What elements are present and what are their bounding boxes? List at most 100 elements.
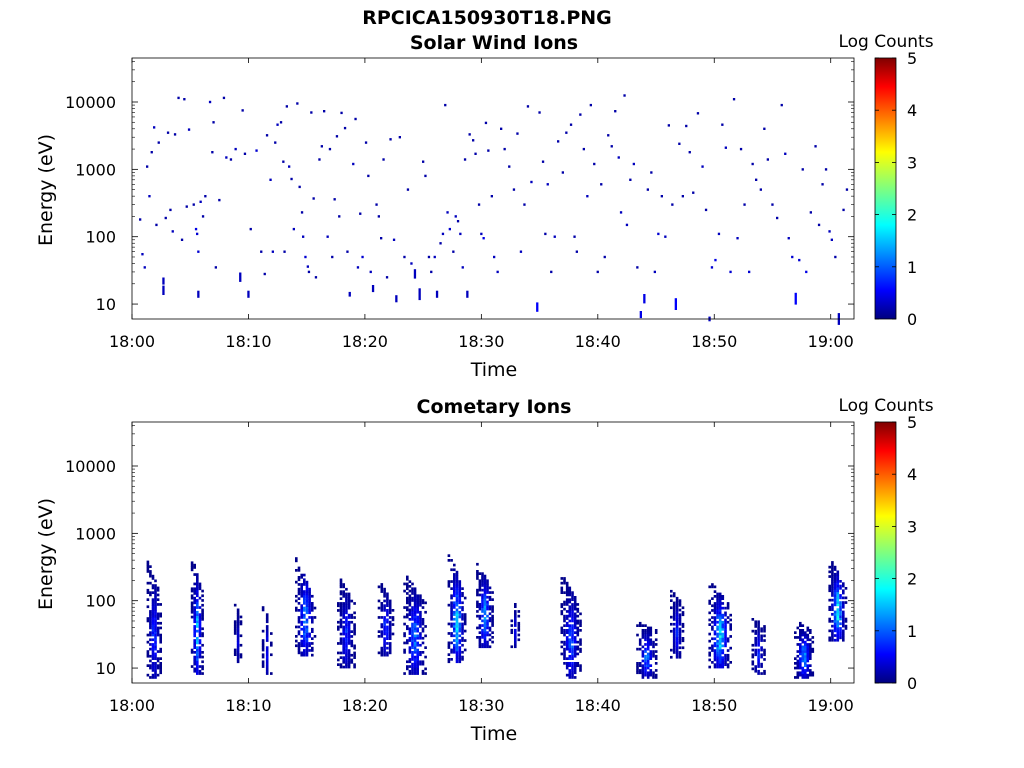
heatmap-cell (154, 579, 157, 583)
heatmap-cell (510, 645, 514, 649)
heatmap-cell (828, 230, 831, 233)
heatmap-cell (757, 653, 760, 657)
heatmap-cell (517, 614, 521, 618)
heatmap-cell (156, 629, 160, 632)
heatmap-cell (406, 601, 409, 605)
heatmap-cell (649, 654, 653, 658)
heatmap-cell (347, 637, 351, 641)
heatmap-cell (641, 669, 645, 672)
heatmap-cell (419, 620, 422, 624)
heatmap-cell (455, 653, 459, 656)
heatmap-cell (455, 603, 459, 607)
heatmap-cell (839, 615, 842, 618)
heatmap-cell (411, 587, 414, 591)
heatmap-cell (641, 666, 645, 670)
heatmap-cell (716, 625, 719, 629)
heatmap-cell (408, 639, 412, 642)
heatmap-cell (763, 639, 766, 642)
heatmap-cell (806, 652, 810, 656)
heatmap-cell (353, 628, 356, 631)
heatmap-cell (151, 612, 155, 616)
heatmap-cell (303, 644, 306, 648)
heatmap-cell (568, 605, 572, 609)
heatmap-cell (453, 589, 456, 593)
heatmap-cell (806, 638, 810, 642)
heatmap-cell (305, 644, 309, 648)
heatmap-cell (646, 636, 650, 639)
heatmap-cell (576, 662, 580, 665)
heatmap-cell (193, 613, 196, 616)
heatmap-cell (413, 643, 417, 647)
heatmap-cell (461, 639, 464, 642)
heatmap-cell (408, 596, 412, 600)
heatmap-cell (461, 622, 464, 626)
heatmap-cell (447, 554, 451, 557)
heatmap-cell (342, 609, 345, 612)
heatmap-cell (751, 162, 754, 166)
heatmap-cell (146, 165, 149, 168)
heatmap-cell (573, 664, 577, 667)
heatmap-cell (441, 232, 445, 236)
heatmap-cell (413, 634, 417, 638)
heatmap-cell (403, 634, 406, 638)
heatmap-cell (799, 638, 802, 642)
heatmap-cell (303, 649, 306, 652)
heatmap-cell (447, 641, 451, 645)
heatmap-cell (375, 203, 378, 206)
heatmap-cell (716, 656, 719, 659)
heatmap-cell (724, 663, 727, 666)
heatmap-cell (156, 603, 160, 606)
heatmap-cell (193, 646, 196, 649)
heatmap-cell (297, 587, 301, 591)
heatmap-cell (305, 611, 309, 615)
heatmap-cell (657, 232, 660, 236)
heatmap-cell (406, 615, 409, 619)
heatmap-cell (261, 660, 265, 664)
heatmap-cell (308, 609, 311, 612)
heatmap-cell (411, 651, 414, 654)
heatmap-cell (568, 619, 572, 623)
heatmap-cell (721, 632, 725, 636)
heatmap-cell (811, 640, 815, 644)
heatmap-cell (146, 650, 150, 653)
heatmap-cell (716, 632, 719, 636)
heatmap-cell (721, 658, 725, 662)
heatmap-cell (763, 658, 766, 661)
heatmap-cell (571, 638, 574, 642)
heatmap-cell (514, 603, 517, 606)
heatmap-cell (565, 647, 569, 651)
heatmap-cell (345, 599, 348, 603)
heatmap-cell (804, 671, 807, 675)
heatmap-cell (681, 629, 685, 633)
heatmap-cell (297, 576, 301, 579)
heatmap-cell (403, 651, 406, 654)
heatmap-cell (833, 582, 837, 585)
heatmap-cell (265, 651, 269, 654)
heatmap-cell (151, 633, 155, 637)
heatmap-cell (481, 631, 484, 634)
heatmap-cell (386, 627, 389, 631)
heatmap-cell (339, 651, 343, 655)
heatmap-cell (159, 666, 162, 670)
heatmap-cell (713, 651, 717, 655)
heatmap-cell (461, 627, 464, 631)
heatmap-cell (318, 158, 321, 161)
heatmap-cell (345, 609, 348, 612)
heatmap-cell (514, 621, 517, 625)
heatmap-cell (305, 639, 309, 643)
heatmap-cell (455, 622, 459, 626)
heatmap-cell (831, 608, 834, 611)
heatmap-cell (196, 646, 199, 649)
heatmap-cell (836, 577, 840, 581)
heatmap-cell (641, 650, 645, 653)
heatmap-cell (146, 588, 150, 592)
heatmap-cell (718, 595, 722, 598)
heatmap-cell (836, 617, 840, 621)
heatmap-cell (544, 232, 547, 236)
heatmap-cell (794, 292, 797, 305)
heatmap-cell (447, 658, 451, 661)
heatmap-cell (421, 660, 425, 664)
heatmap-cell (589, 103, 592, 107)
heatmap-cell (300, 651, 303, 655)
heatmap-cell (204, 195, 207, 198)
